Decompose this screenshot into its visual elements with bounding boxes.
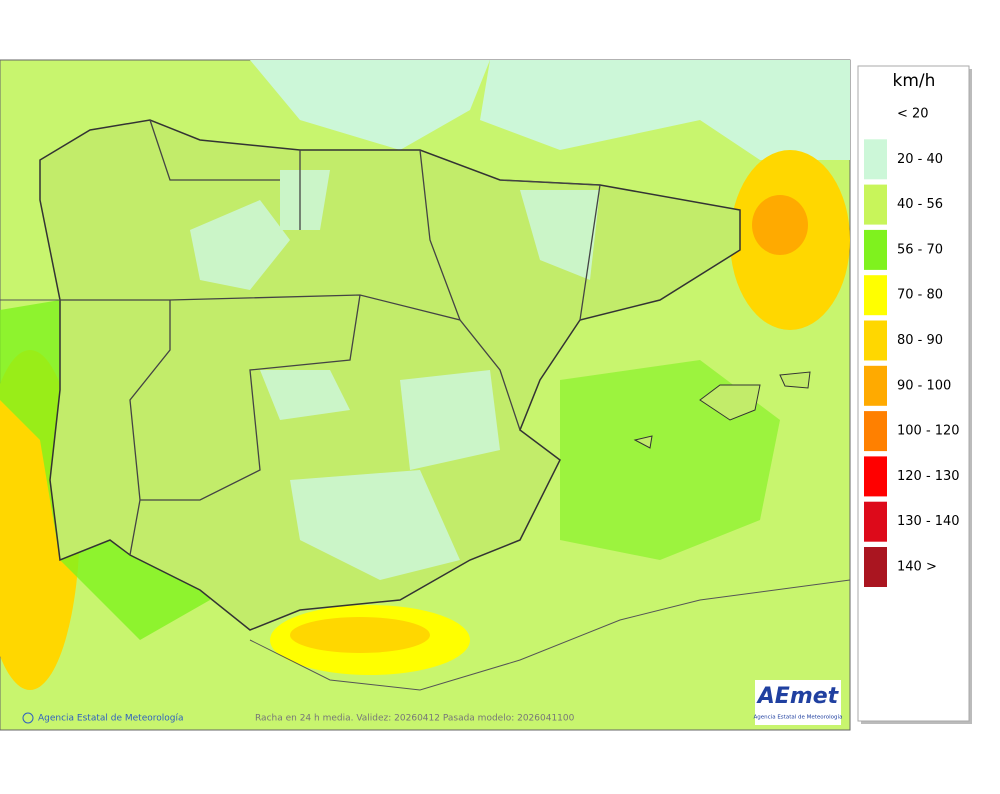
legend-swatch <box>864 320 887 361</box>
gust-area <box>290 617 430 653</box>
calm-area <box>480 60 850 160</box>
map-caption: Racha en 24 h media. Validez: 20260412 P… <box>255 714 575 724</box>
region-border <box>60 119 601 556</box>
legend-swatch <box>864 184 887 225</box>
legend-swatch <box>864 547 887 587</box>
legend-swatch <box>864 456 887 497</box>
legend-swatch <box>864 139 887 180</box>
legend-swatch <box>864 411 887 452</box>
legend-swatch <box>864 229 887 270</box>
logo-subtitle: Agencia Estatal de Meteorología <box>754 714 843 721</box>
copyright-icon <box>22 712 34 724</box>
legend-swatch <box>864 275 887 316</box>
legend-label: 120 - 130 <box>897 469 960 484</box>
balearic-islands <box>633 371 811 449</box>
legend-label: 70 - 80 <box>897 288 943 303</box>
legend-label: 80 - 90 <box>897 333 943 348</box>
legend-unit: km/h <box>893 71 936 91</box>
legend-swatch <box>864 94 887 134</box>
agency-credit: Agencia Estatal de Meteorología <box>38 714 184 724</box>
legend-label: 90 - 100 <box>897 378 951 393</box>
logo-box <box>755 680 841 725</box>
legend-swatch <box>864 501 887 542</box>
map: Agencia Estatal de Meteorología Racha en… <box>0 59 851 731</box>
calm-area <box>250 60 490 150</box>
logo-name: AEmet <box>756 684 840 709</box>
legend-label: 100 - 120 <box>897 424 960 439</box>
coastline <box>0 299 851 691</box>
legend-label: 40 - 56 <box>897 197 943 212</box>
calm-area <box>190 170 600 580</box>
legend-swatch <box>864 365 887 406</box>
legend-label: 56 - 70 <box>897 242 943 257</box>
legend-label: < 20 <box>897 107 929 122</box>
legend: km/h < 20 20 - 40 40 - 56 56 - 70 70 - 80 80 … <box>857 65 972 724</box>
legend-label: 130 - 140 <box>897 514 960 529</box>
legend-label: 140 > <box>897 560 937 575</box>
gust-area <box>752 195 808 255</box>
legend-label: 20 - 40 <box>897 152 943 167</box>
